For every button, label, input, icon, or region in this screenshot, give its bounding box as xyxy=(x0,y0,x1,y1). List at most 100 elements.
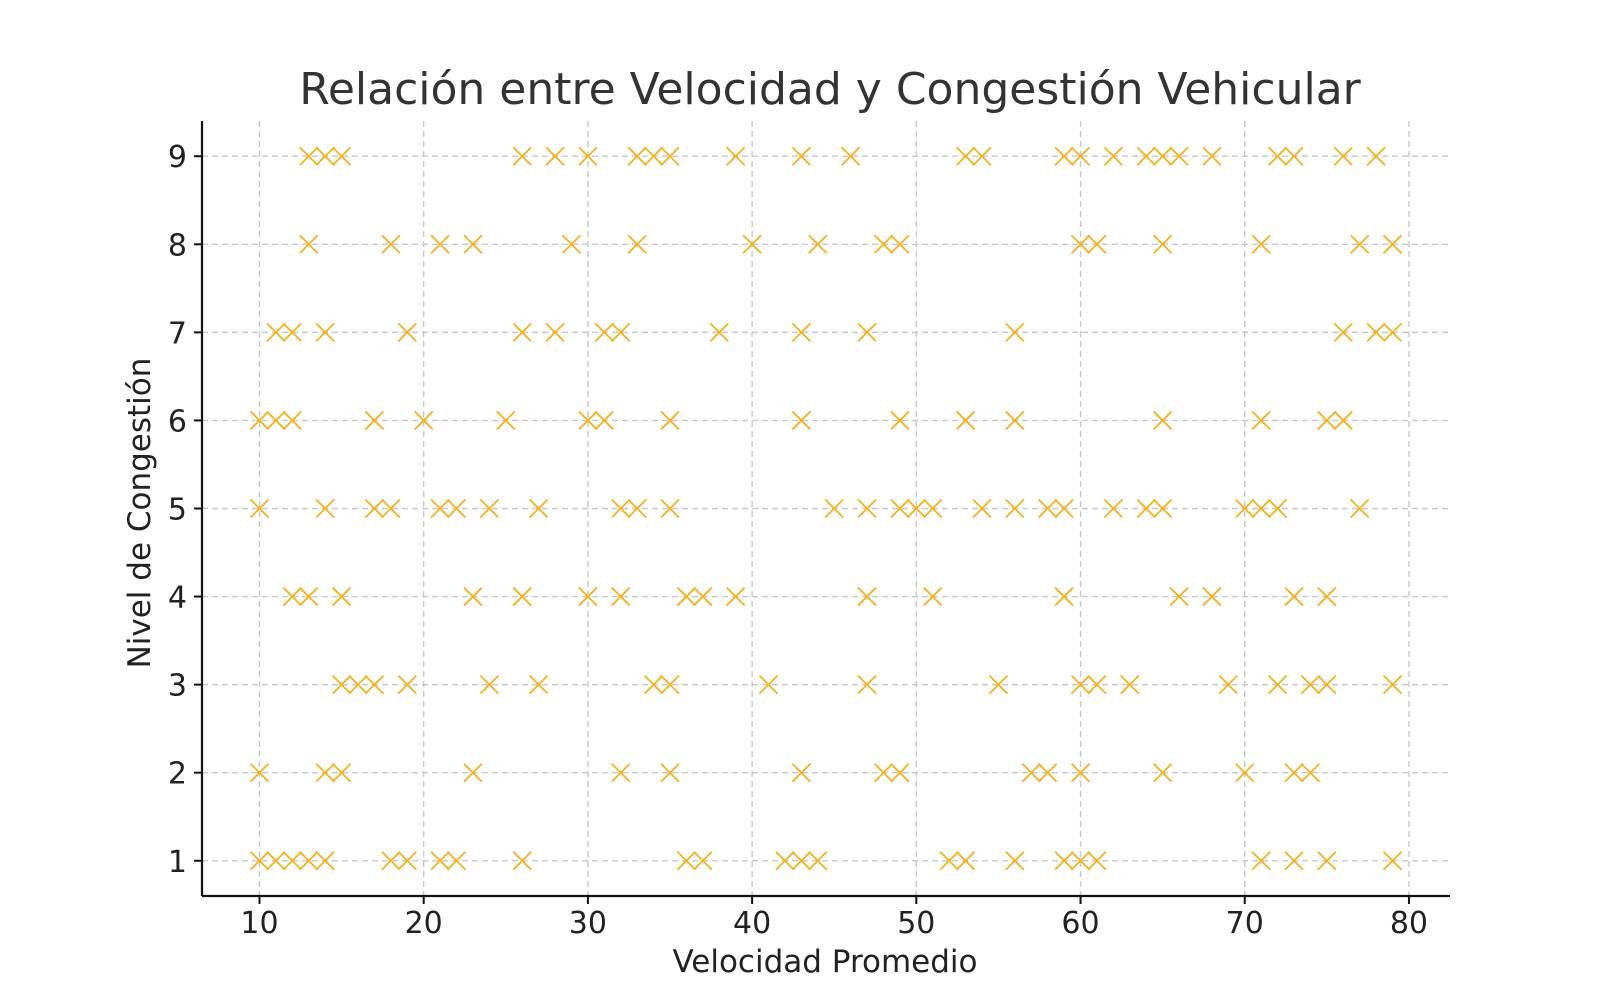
x-tick-label: 70 xyxy=(1226,906,1264,941)
data-point xyxy=(643,674,664,695)
data-point xyxy=(331,763,352,783)
data-point xyxy=(1021,763,1041,783)
data-point xyxy=(545,146,565,166)
data-point xyxy=(1366,322,1386,343)
x-axis-label: Velocidad Promedio xyxy=(672,944,977,980)
data-point xyxy=(955,410,976,431)
data-point xyxy=(249,410,270,431)
data-point xyxy=(1070,674,1091,695)
data-point xyxy=(611,322,631,343)
data-point xyxy=(528,674,549,695)
data-point xyxy=(906,498,926,519)
data-point xyxy=(364,674,385,695)
data-point xyxy=(331,674,352,695)
y-tick-label: 9 xyxy=(168,140,187,175)
data-point xyxy=(1300,763,1321,783)
data-point xyxy=(611,586,631,607)
data-point xyxy=(758,674,779,695)
data-point xyxy=(282,851,302,871)
data-point xyxy=(890,763,910,783)
data-point xyxy=(1087,674,1107,695)
x-tick-label: 50 xyxy=(897,906,935,941)
y-tick-label: 6 xyxy=(168,404,187,439)
data-point xyxy=(249,498,270,519)
data-point xyxy=(1005,410,1025,431)
data-point xyxy=(1284,146,1304,166)
data-point xyxy=(430,234,450,254)
data-point xyxy=(1038,498,1058,519)
data-point xyxy=(660,146,680,166)
data-point xyxy=(364,410,385,431)
data-point xyxy=(1152,146,1173,166)
data-point xyxy=(528,498,549,519)
data-point xyxy=(923,586,943,607)
data-point xyxy=(299,851,319,871)
data-point xyxy=(1235,498,1255,519)
y-tick-label: 4 xyxy=(168,581,187,616)
data-point xyxy=(890,234,910,254)
tick-labels: 10 20 30 40 50 60 70 80 1 2 3 4 5 6 7 8 9 xyxy=(168,140,1428,941)
data-point xyxy=(1070,763,1091,783)
data-point xyxy=(299,146,319,166)
data-point xyxy=(1251,851,1271,871)
data-point xyxy=(1070,146,1091,166)
data-point xyxy=(972,498,992,519)
data-point xyxy=(857,498,877,519)
data-point xyxy=(1267,498,1288,519)
data-point xyxy=(1136,146,1156,166)
data-point xyxy=(775,851,795,871)
y-tick-label: 8 xyxy=(168,228,187,263)
data-point xyxy=(791,851,812,871)
y-tick-label: 7 xyxy=(168,316,187,351)
data-point xyxy=(381,851,401,871)
data-point xyxy=(1382,322,1403,343)
data-point xyxy=(463,586,483,607)
data-point xyxy=(742,234,762,254)
data-point xyxy=(611,498,631,519)
data-point xyxy=(1317,586,1337,607)
data-point xyxy=(1054,498,1074,519)
data-point xyxy=(726,586,746,607)
y-axis-label: Nivel de Congestión xyxy=(122,358,158,669)
data-point xyxy=(397,674,417,695)
data-point xyxy=(315,146,335,166)
data-point xyxy=(808,851,828,871)
data-point xyxy=(693,851,713,871)
data-point xyxy=(430,851,450,871)
data-point xyxy=(1169,146,1189,166)
data-point xyxy=(1251,498,1271,519)
data-point xyxy=(266,322,286,343)
data-point xyxy=(1317,674,1337,695)
data-point xyxy=(1333,146,1353,166)
data-point xyxy=(414,410,434,431)
data-point xyxy=(1300,674,1321,695)
data-point xyxy=(1382,851,1403,871)
data-point xyxy=(331,146,352,166)
data-point xyxy=(266,851,286,871)
data-point xyxy=(890,498,910,519)
data-point xyxy=(446,851,467,871)
data-point xyxy=(463,763,483,783)
data-point xyxy=(660,763,680,783)
data-point xyxy=(857,322,877,343)
data-point xyxy=(1317,410,1337,431)
data-point xyxy=(561,234,582,254)
data-point xyxy=(791,410,812,431)
data-point xyxy=(873,234,894,254)
data-point xyxy=(315,851,335,871)
data-point xyxy=(1070,234,1091,254)
data-point xyxy=(331,586,352,607)
data-point xyxy=(1350,498,1370,519)
data-point xyxy=(1152,763,1173,783)
x-tick-label: 60 xyxy=(1061,906,1099,941)
data-point xyxy=(1218,674,1238,695)
data-point xyxy=(1152,234,1173,254)
data-point xyxy=(1054,586,1074,607)
y-tick-label: 5 xyxy=(168,493,187,528)
data-point xyxy=(1005,498,1025,519)
data-point xyxy=(315,763,335,783)
data-point xyxy=(1169,586,1189,607)
data-point xyxy=(446,498,467,519)
data-points xyxy=(249,146,1403,871)
data-point xyxy=(955,851,976,871)
